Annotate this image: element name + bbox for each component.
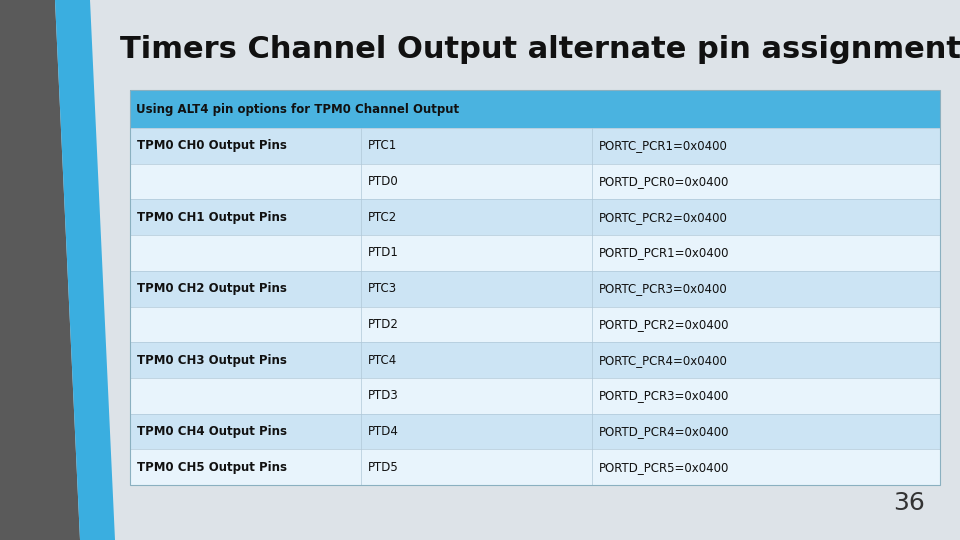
- Text: PTD1: PTD1: [368, 246, 398, 259]
- Bar: [130, 271, 940, 307]
- Text: TPM0 CH2 Output Pins: TPM0 CH2 Output Pins: [137, 282, 287, 295]
- Text: TPM0 CH0 Output Pins: TPM0 CH0 Output Pins: [137, 139, 287, 152]
- Text: PTD3: PTD3: [368, 389, 398, 402]
- Text: PORTD_PCR2=0x0400: PORTD_PCR2=0x0400: [599, 318, 730, 331]
- Bar: [130, 235, 940, 271]
- Text: PTC2: PTC2: [368, 211, 397, 224]
- Text: TPM0 CH1 Output Pins: TPM0 CH1 Output Pins: [137, 211, 287, 224]
- Text: TPM0 CH4 Output Pins: TPM0 CH4 Output Pins: [137, 425, 287, 438]
- Bar: [130, 128, 940, 164]
- Text: PORTC_PCR3=0x0400: PORTC_PCR3=0x0400: [599, 282, 728, 295]
- Bar: [130, 199, 940, 235]
- Bar: [130, 164, 940, 199]
- Text: PORTD_PCR3=0x0400: PORTD_PCR3=0x0400: [599, 389, 729, 402]
- Text: PORTD_PCR4=0x0400: PORTD_PCR4=0x0400: [599, 425, 730, 438]
- Text: PORTD_PCR1=0x0400: PORTD_PCR1=0x0400: [599, 246, 730, 259]
- Text: PTD4: PTD4: [368, 425, 398, 438]
- Bar: [130, 414, 940, 449]
- Text: PORTD_PCR0=0x0400: PORTD_PCR0=0x0400: [599, 175, 729, 188]
- Text: PTC4: PTC4: [368, 354, 397, 367]
- Polygon shape: [0, 0, 80, 540]
- Text: Using ALT4 pin options for TPM0 Channel Output: Using ALT4 pin options for TPM0 Channel …: [136, 103, 459, 116]
- Text: TPM0 CH5 Output Pins: TPM0 CH5 Output Pins: [137, 461, 287, 474]
- Bar: [130, 378, 940, 414]
- Text: PTC3: PTC3: [368, 282, 397, 295]
- Text: PTC1: PTC1: [368, 139, 397, 152]
- Text: PORTC_PCR4=0x0400: PORTC_PCR4=0x0400: [599, 354, 728, 367]
- Bar: [130, 90, 940, 485]
- Text: PTD0: PTD0: [368, 175, 398, 188]
- Text: Timers Channel Output alternate pin assignment: Timers Channel Output alternate pin assi…: [119, 36, 960, 64]
- Bar: [130, 342, 940, 378]
- Text: PORTC_PCR1=0x0400: PORTC_PCR1=0x0400: [599, 139, 728, 152]
- Text: PORTC_PCR2=0x0400: PORTC_PCR2=0x0400: [599, 211, 728, 224]
- Text: PTD2: PTD2: [368, 318, 398, 331]
- Bar: [130, 90, 940, 128]
- Text: TPM0 CH3 Output Pins: TPM0 CH3 Output Pins: [137, 354, 287, 367]
- Polygon shape: [55, 0, 115, 540]
- Text: PTD5: PTD5: [368, 461, 398, 474]
- Text: PORTD_PCR5=0x0400: PORTD_PCR5=0x0400: [599, 461, 729, 474]
- Text: 36: 36: [893, 491, 925, 515]
- Bar: [130, 307, 940, 342]
- Bar: [130, 449, 940, 485]
